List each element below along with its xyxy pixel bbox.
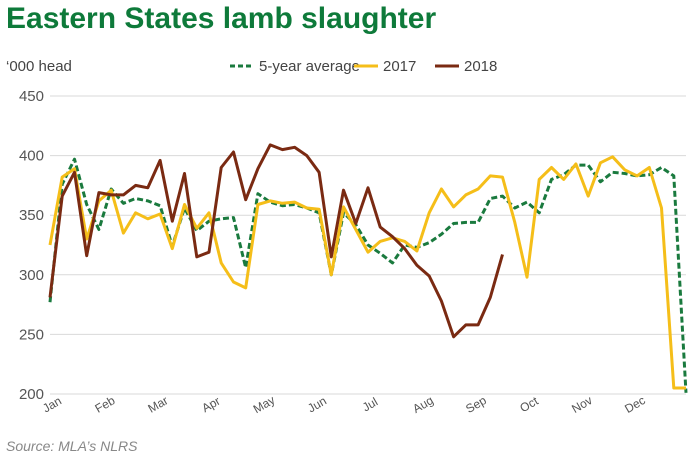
- legend-label: 2018: [464, 58, 497, 75]
- x-tick-label: Apr: [199, 394, 222, 415]
- x-tick-label: Nov: [569, 393, 594, 416]
- gridlines: [50, 95, 686, 395]
- x-tick-label: Mar: [146, 393, 171, 415]
- y-tick-label: 200: [19, 386, 44, 403]
- x-tick-label: Feb: [93, 393, 118, 416]
- y-tick-label: 350: [19, 207, 44, 224]
- x-tick-label: Dec: [622, 393, 647, 416]
- series-line-2017: [48, 155, 686, 390]
- y-tick-label: 250: [19, 326, 44, 343]
- y-axis-ticks: 200 250 300 350 400 450: [19, 88, 44, 403]
- x-tick-label: Jun: [305, 394, 329, 416]
- x-tick-label: May: [251, 393, 278, 416]
- y-tick-label: 300: [19, 267, 44, 284]
- x-tick-label: Sep: [463, 393, 489, 416]
- source-note: Source: MLA’s NLRS: [6, 438, 138, 454]
- legend-label: 2017: [383, 58, 416, 75]
- legend-label: 5-year average: [259, 58, 360, 75]
- x-tick-label: Oct: [517, 393, 541, 415]
- series-line-2018: [48, 143, 504, 339]
- y-tick-label: 450: [19, 88, 44, 105]
- y-tick-label: 400: [19, 148, 44, 165]
- x-tick-label: Aug: [410, 393, 435, 416]
- chart-title: Eastern States lamb slaughter: [6, 2, 437, 35]
- x-axis-ticks: Jan Feb Mar Apr May Jun Jul Aug Sep Oct Nov Dec: [40, 393, 648, 416]
- x-tick-label: Jul: [360, 395, 380, 415]
- series-lines: [48, 143, 688, 393]
- y-axis-unit-label: ‘000 head: [6, 58, 72, 75]
- series-line-5-year-average: [48, 157, 688, 393]
- legend: 5-year average 2017 2018: [230, 58, 497, 75]
